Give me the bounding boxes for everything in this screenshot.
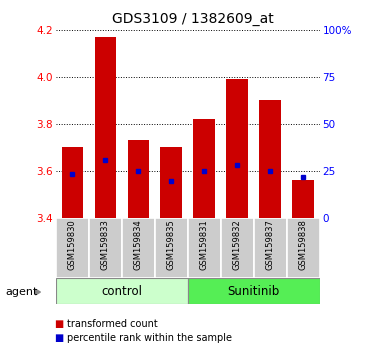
Bar bbox=[161, 147, 182, 218]
Bar bbox=[226, 79, 248, 218]
Text: GSM159831: GSM159831 bbox=[200, 219, 209, 270]
Bar bbox=[155, 218, 188, 278]
Bar bbox=[127, 140, 149, 218]
Bar bbox=[292, 180, 314, 218]
Bar bbox=[89, 218, 122, 278]
Bar bbox=[95, 37, 116, 218]
Text: percentile rank within the sample: percentile rank within the sample bbox=[67, 333, 233, 343]
Text: GSM159830: GSM159830 bbox=[68, 219, 77, 270]
Text: ■: ■ bbox=[54, 319, 63, 329]
Text: ■: ■ bbox=[54, 333, 63, 343]
Bar bbox=[56, 278, 188, 304]
Bar bbox=[254, 218, 286, 278]
Text: GSM159835: GSM159835 bbox=[167, 219, 176, 270]
Bar bbox=[259, 101, 281, 218]
Text: GSM159832: GSM159832 bbox=[233, 219, 242, 270]
Bar bbox=[62, 147, 83, 218]
Bar bbox=[122, 218, 155, 278]
Polygon shape bbox=[35, 289, 40, 295]
Bar bbox=[188, 278, 320, 304]
Bar bbox=[221, 218, 254, 278]
Text: GSM159833: GSM159833 bbox=[101, 219, 110, 270]
Text: GDS3109 / 1382609_at: GDS3109 / 1382609_at bbox=[112, 12, 273, 27]
Bar bbox=[193, 119, 215, 218]
Text: GSM159837: GSM159837 bbox=[266, 219, 275, 270]
Text: control: control bbox=[101, 285, 142, 298]
Text: Sunitinib: Sunitinib bbox=[228, 285, 280, 298]
Bar bbox=[286, 218, 320, 278]
Bar bbox=[188, 218, 221, 278]
Text: GSM159834: GSM159834 bbox=[134, 219, 143, 270]
Text: transformed count: transformed count bbox=[67, 319, 158, 329]
Text: GSM159838: GSM159838 bbox=[298, 219, 308, 270]
Bar bbox=[56, 218, 89, 278]
Text: agent: agent bbox=[6, 287, 38, 297]
